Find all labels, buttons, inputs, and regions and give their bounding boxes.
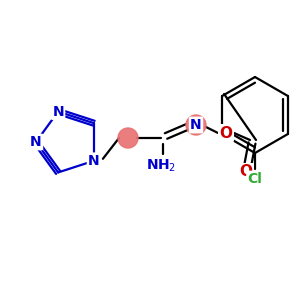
Text: O: O (239, 164, 253, 179)
Text: N: N (52, 105, 64, 118)
Circle shape (186, 115, 206, 135)
Text: N: N (88, 154, 100, 168)
Text: Cl: Cl (248, 172, 262, 186)
Text: N: N (190, 118, 202, 132)
Circle shape (118, 128, 138, 148)
Text: N: N (30, 135, 42, 149)
Text: NH$_2$: NH$_2$ (146, 158, 176, 174)
Text: O: O (220, 125, 232, 140)
